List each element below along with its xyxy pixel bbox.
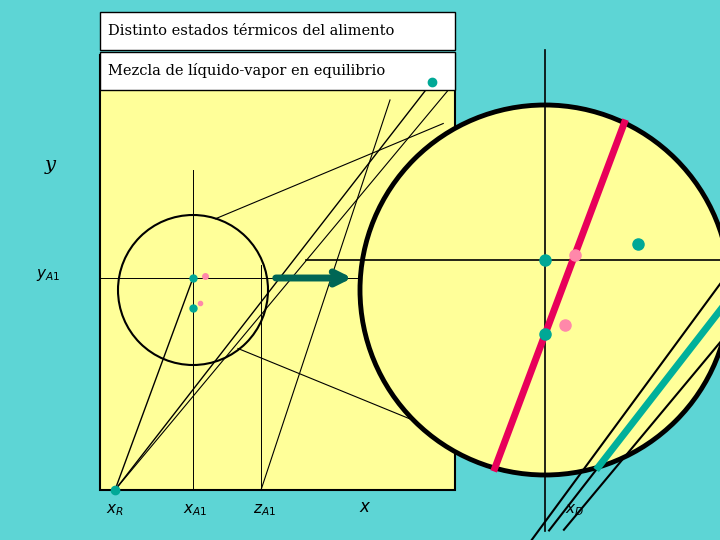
Text: $x_D$: $x_D$ <box>565 502 585 518</box>
Text: Distinto estados térmicos del alimento: Distinto estados térmicos del alimento <box>108 24 395 38</box>
Text: Mezcla de líquido-vapor en equilibrio: Mezcla de líquido-vapor en equilibrio <box>108 64 385 78</box>
Text: $x_R$: $x_R$ <box>106 502 124 518</box>
Bar <box>100 55 455 490</box>
Text: $z_{A1}$: $z_{A1}$ <box>253 502 276 518</box>
Text: $x$: $x$ <box>359 500 372 516</box>
Text: $x_{A1}$: $x_{A1}$ <box>183 502 207 518</box>
Text: y: y <box>45 156 55 174</box>
Bar <box>100 52 455 90</box>
Circle shape <box>360 105 720 475</box>
Text: $y_{A1}$: $y_{A1}$ <box>36 267 60 283</box>
Bar <box>100 12 455 50</box>
